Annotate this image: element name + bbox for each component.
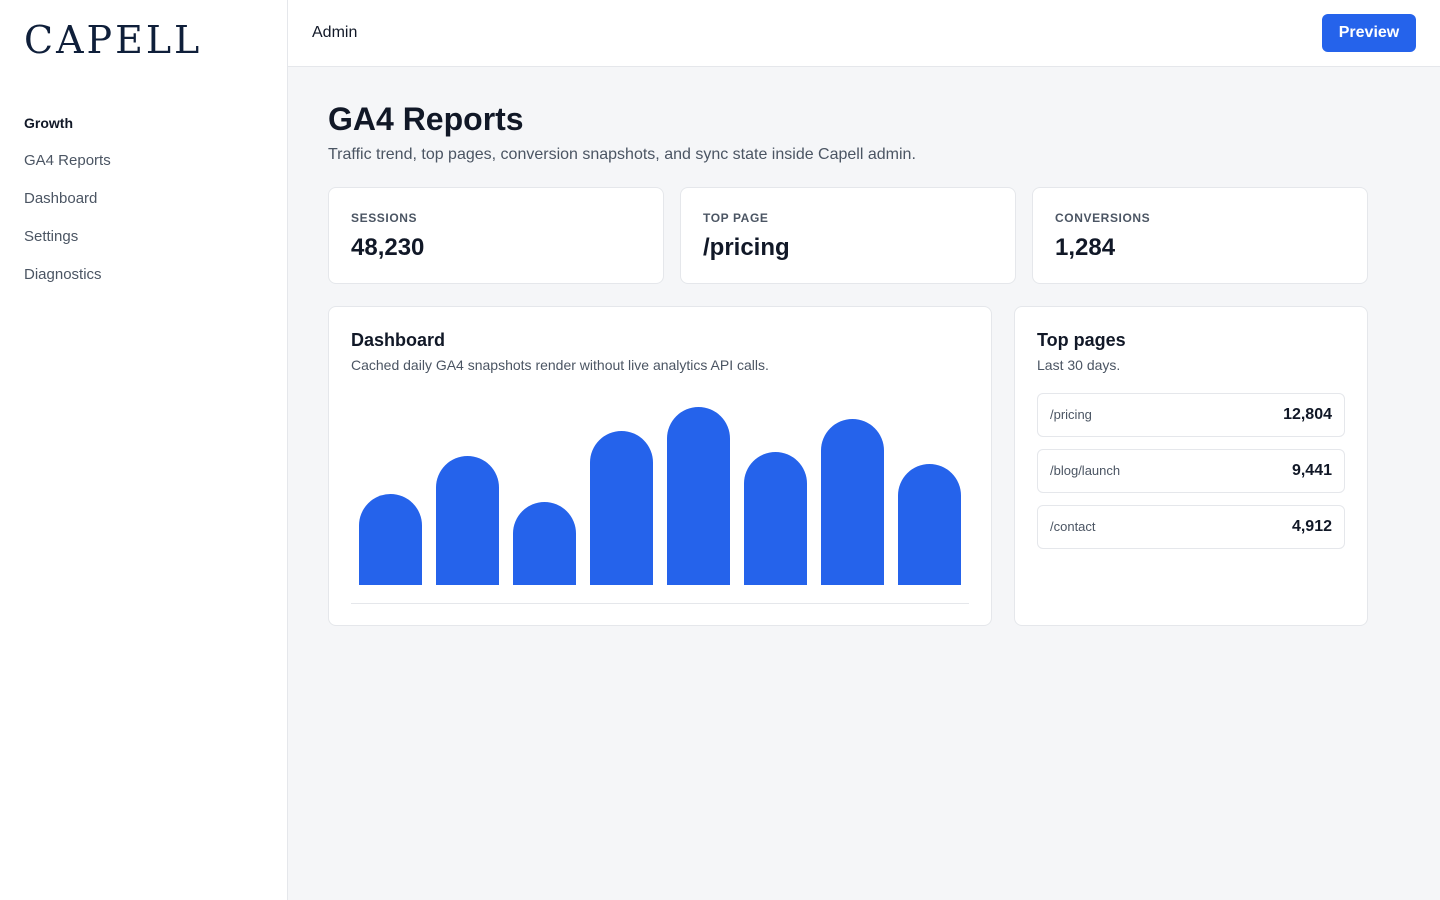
preview-button[interactable]: Preview [1322,14,1416,52]
chart-bar [744,452,807,585]
stat-card-top-page: Top page /pricing [680,187,1016,284]
dashboard-subtitle: Cached daily GA4 snapshots render withou… [351,357,769,373]
top-page-row[interactable]: /contact 4,912 [1037,505,1345,549]
stat-value: 1,284 [1055,234,1116,261]
chart-bar [898,464,961,585]
stat-value: 48,230 [351,234,425,261]
stat-label: Top page [703,211,769,225]
dashboard-card: Dashboard Cached daily GA4 snapshots ren… [328,306,992,626]
stat-label: Sessions [351,211,418,225]
sidebar-item-diagnostics[interactable]: Diagnostics [24,266,102,283]
dashboard-title: Dashboard [351,330,446,350]
top-pages-card: Top pages Last 30 days. /pricing 12,804 … [1014,306,1368,626]
brand-logo[interactable]: CAPELL [24,18,203,62]
sidebar-nav: Growth GA4 Reports Dashboard Settings Di… [24,112,111,302]
top-page-row[interactable]: /blog/launch 9,441 [1037,449,1345,493]
sidebar-item-settings[interactable]: Settings [24,228,79,245]
sidebar-item-dashboard[interactable]: Dashboard [24,190,98,207]
sidebar: CAPELL Growth GA4 Reports Dashboard Sett… [0,0,288,900]
top-page-count: 12,804 [1283,406,1332,423]
top-page-row[interactable]: /pricing 12,804 [1037,393,1345,437]
stat-label: Conversions [1055,211,1151,225]
top-page-count: 4,912 [1291,518,1332,535]
sidebar-item-ga4-reports[interactable]: GA4 Reports [24,152,111,169]
top-pages-subtitle: Last 30 days. [1037,357,1121,373]
top-page-path: /contact [1050,519,1096,534]
topbar-title: Admin [312,24,358,41]
chart-bar [513,501,576,585]
chart-bar [436,456,499,585]
chart-bar [359,493,422,585]
stat-value: /pricing [703,234,790,261]
top-page-path: /pricing [1050,407,1092,422]
top-page-count: 9,441 [1291,462,1332,479]
page-title: GA4 Reports [328,101,524,137]
topbar: Admin Preview [288,0,1440,67]
chart-bar [667,406,730,585]
chart-bar [821,418,884,585]
top-page-path: /blog/launch [1050,463,1121,478]
stat-card-conversions: Conversions 1,284 [1032,187,1368,284]
top-pages-title: Top pages [1037,330,1126,350]
page-subtitle: Traffic trend, top pages, conversion sna… [328,146,916,163]
chart-bar [590,430,653,585]
stat-card-sessions: Sessions 48,230 [328,187,664,284]
traffic-bar-chart [351,397,969,604]
nav-group-growth: Growth [24,115,73,131]
